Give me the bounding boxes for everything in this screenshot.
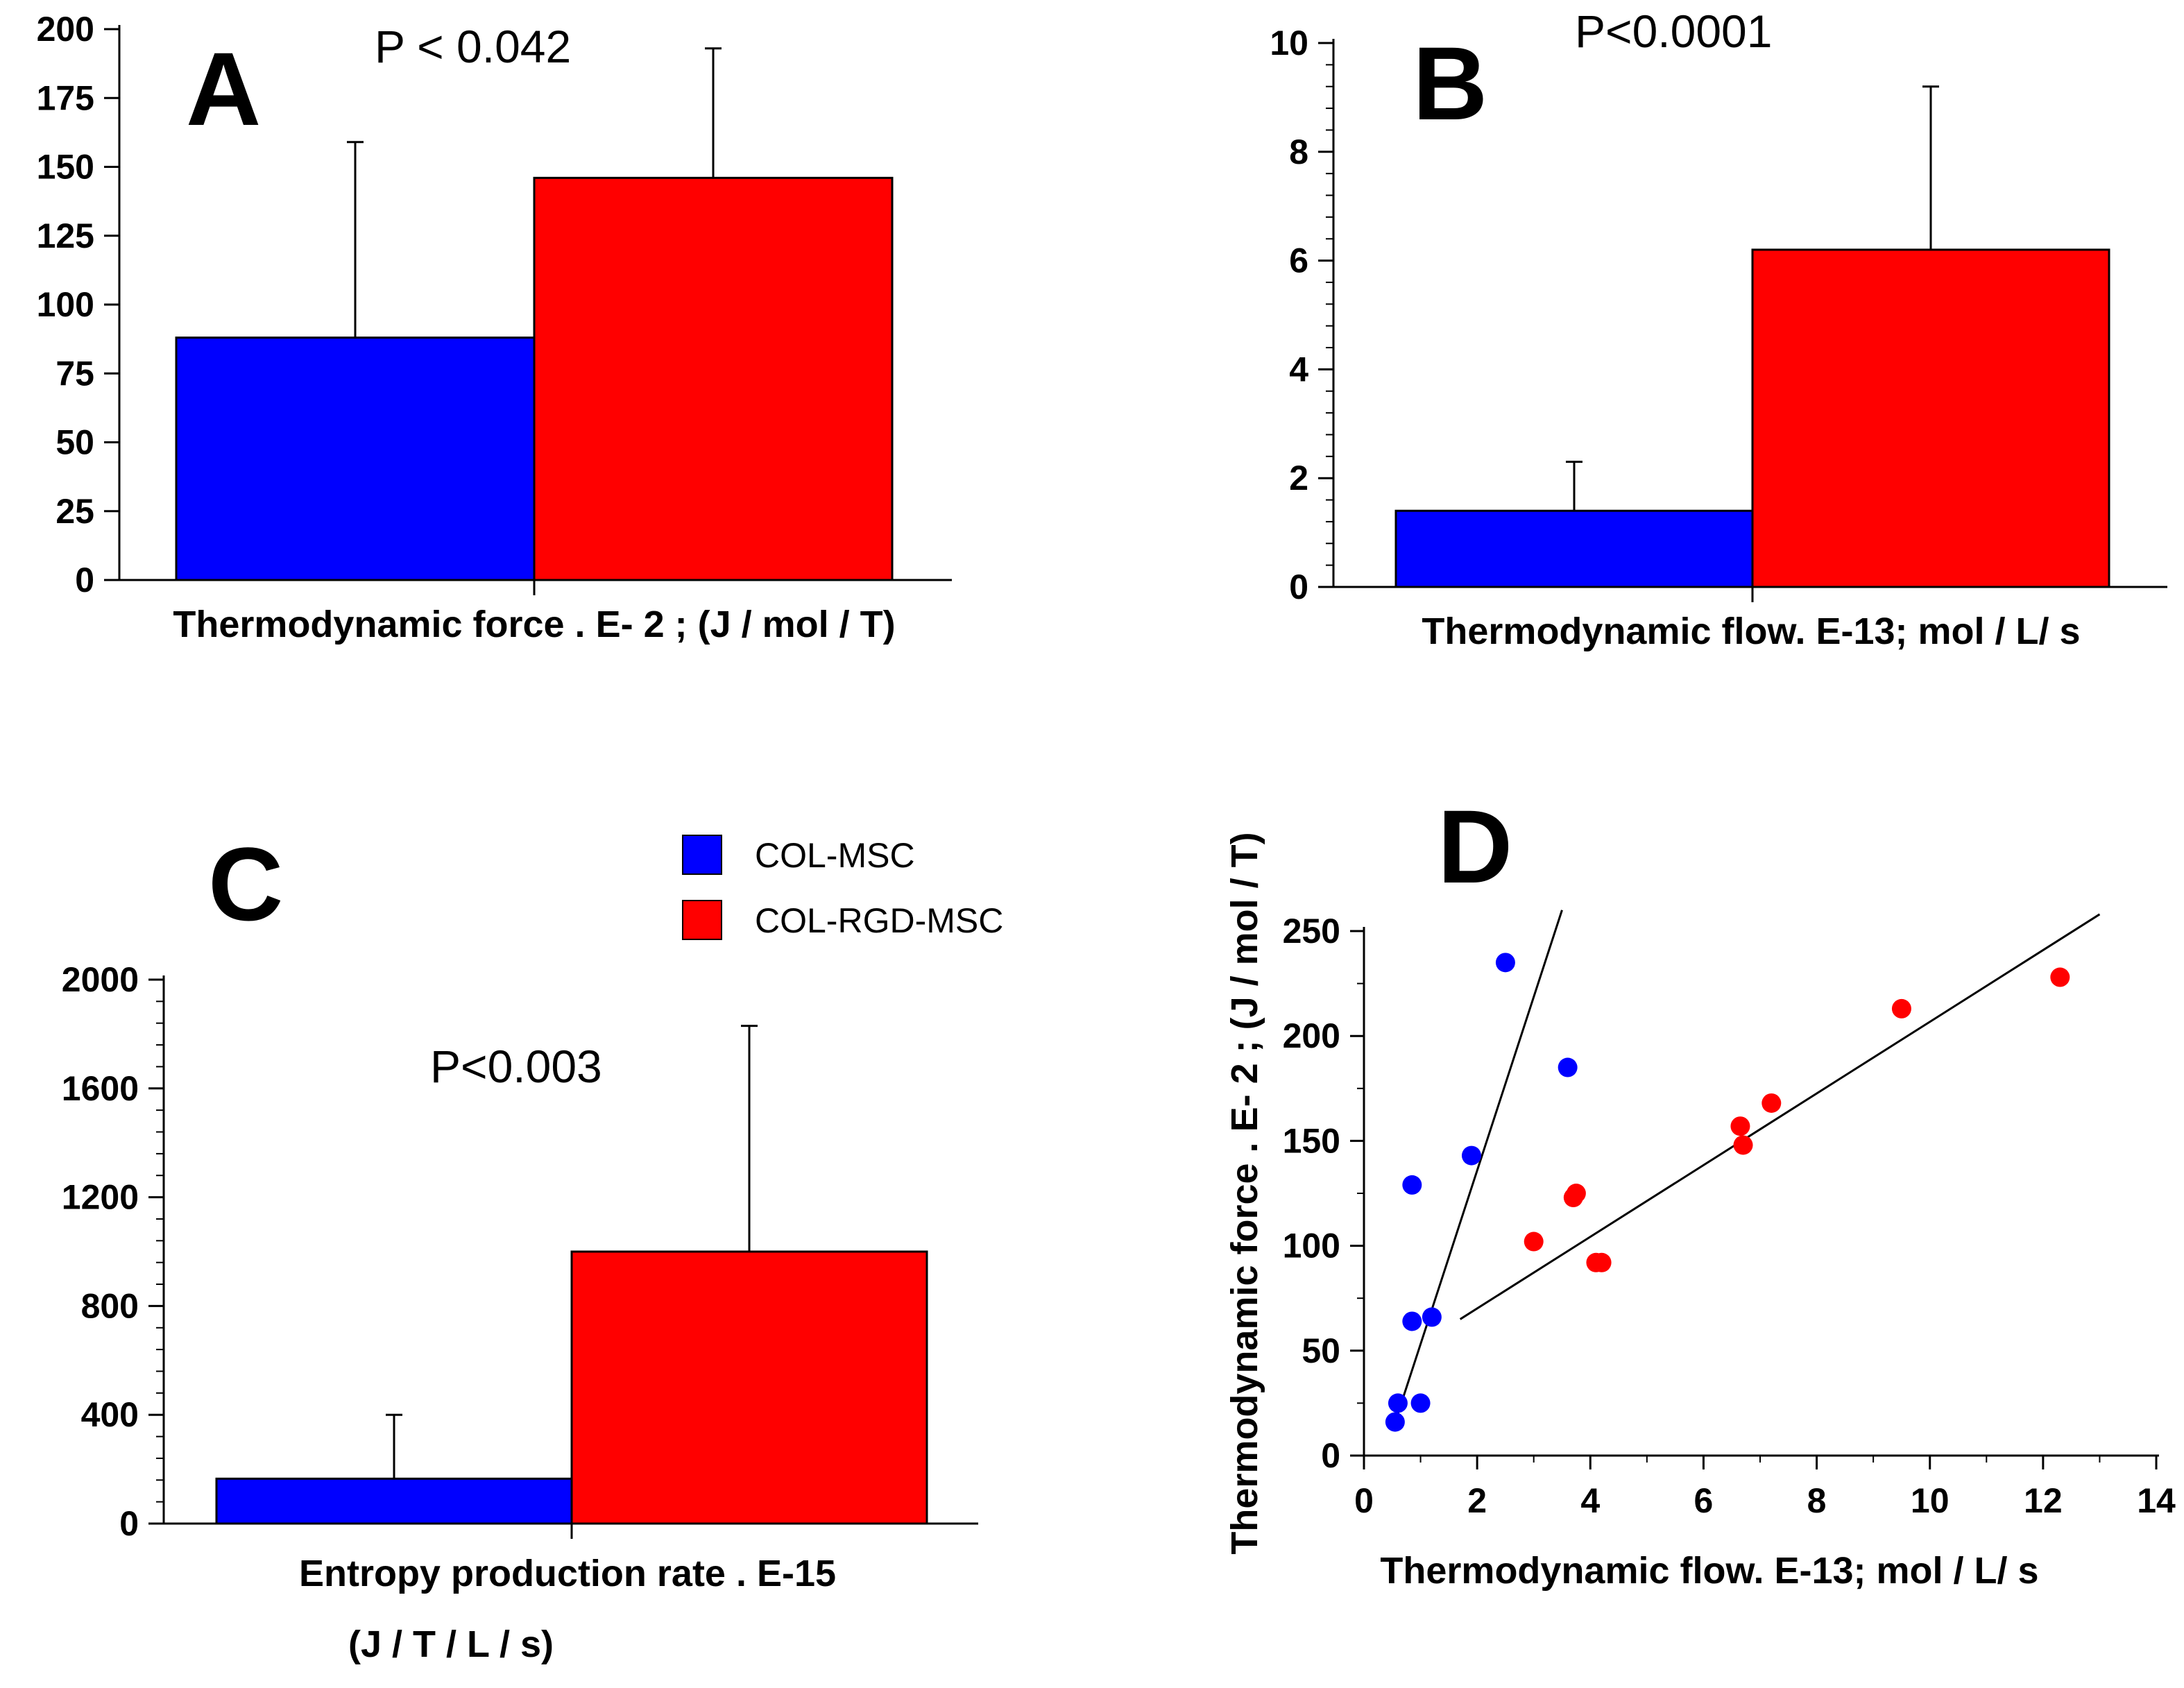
panel-b-pvalue: P<0.0001 <box>1575 6 1772 57</box>
panel-d-point-col-msc <box>1422 1307 1442 1327</box>
panel-a-y-tick-label: 200 <box>37 10 94 49</box>
panel-d-y-tick-label: 150 <box>1283 1121 1340 1160</box>
panel-d-point-col-rgd-msc <box>2050 967 2070 987</box>
panel-a-pvalue: P < 0.042 <box>375 21 571 72</box>
panel-a-y-tick-label: 150 <box>37 148 94 187</box>
panel-d-point-col-rgd-msc <box>1733 1135 1753 1155</box>
panel-d-point-col-rgd-msc <box>1891 998 1911 1018</box>
panel-b-letter: B <box>1413 25 1487 142</box>
panel-d-x-tick-label: 4 <box>1580 1481 1600 1520</box>
panel-b-y-tick-label: 10 <box>1270 24 1308 62</box>
panel-c-bar-col-rgd-msc <box>570 1250 928 1525</box>
legend-label-col-msc: COL-MSC <box>755 836 915 875</box>
panel-a-xlabel: Thermodynamic force . E- 2 ; (J / mol / … <box>173 604 895 645</box>
panel-c-y-tick-label: 800 <box>81 1286 139 1325</box>
panel-d-y-tick-label: 250 <box>1283 912 1340 950</box>
panel-d-y-tick-label: 50 <box>1302 1331 1340 1370</box>
panel-d-point-col-msc <box>1402 1311 1422 1331</box>
panel-b-bar-col-rgd-msc <box>1751 248 2110 588</box>
panel-c-bar-col-msc <box>215 1477 573 1525</box>
panel-a-letter: A <box>186 31 261 147</box>
panel-c-y-tick-label: 0 <box>119 1504 139 1543</box>
panel-a-y-tick-label: 25 <box>56 492 94 531</box>
panel-b-chart: 0 2 4 6 8 10 <box>1270 24 2167 606</box>
panel-d-x-tick-label: 2 <box>1467 1481 1487 1520</box>
legend-label-col-rgd-msc: COL-RGD-MSC <box>755 901 1003 940</box>
panel-d-point-col-rgd-msc <box>1730 1116 1750 1136</box>
panel-b-y-tick-label: 6 <box>1289 241 1308 280</box>
panel-a-y-tick-label: 50 <box>56 423 94 462</box>
panel-a-bar-col-rgd-msc <box>533 176 894 581</box>
panel-c-y-tick-label: 400 <box>81 1395 139 1434</box>
panel-d-y-tick-label: 200 <box>1283 1016 1340 1055</box>
panel-b-xlabel: Thermodynamic flow. E-13; mol / L/ s <box>1422 611 2080 652</box>
panel-d-point-col-msc <box>1558 1057 1578 1077</box>
panel-d-x-tick-label: 6 <box>1694 1481 1714 1520</box>
panel-d-point-col-msc <box>1495 953 1515 973</box>
panel-d-letter: D <box>1437 788 1512 905</box>
panel-a-y-tick-label: 0 <box>75 561 94 599</box>
legend-swatch-col-msc <box>682 835 722 875</box>
panel-a-bar-col-msc <box>175 336 536 581</box>
panel-d-y-tick-label: 100 <box>1283 1227 1340 1265</box>
panel-a-y-tick-label: 175 <box>37 78 94 117</box>
panel-c-y-tick-label: 1200 <box>62 1178 139 1217</box>
panel-d-point-col-msc <box>1402 1175 1422 1195</box>
panel-d-x-tick-label: 8 <box>1807 1481 1827 1520</box>
panel-d-point-col-rgd-msc <box>1524 1231 1544 1252</box>
panel-b-y-tick-label: 2 <box>1289 459 1308 497</box>
panel-d-point-col-msc <box>1385 1412 1405 1432</box>
panel-b-y-tick-label: 0 <box>1289 568 1308 606</box>
panel-a-y-tick-label: 75 <box>56 354 94 393</box>
panel-c-pvalue: P<0.003 <box>430 1041 602 1092</box>
panel-d-x-tick-label: 10 <box>1911 1481 1950 1520</box>
panel-a-y-tick-label: 100 <box>37 285 94 324</box>
legend-swatch-col-rgd-msc <box>682 900 722 940</box>
panel-d-point-col-msc <box>1388 1393 1408 1413</box>
panel-d-point-col-msc <box>1410 1393 1431 1413</box>
panel-d-fit-line-col-rgd-msc <box>1459 913 2101 1320</box>
panel-b-bar-col-msc <box>1394 509 1754 588</box>
panel-c-y-tick-label: 2000 <box>62 960 139 999</box>
panel-c-xlabel-units: (J / T / L / s) <box>348 1623 554 1665</box>
panel-d-point-col-rgd-msc <box>1761 1093 1782 1113</box>
panel-d-ylabel: Thermodynamic force . E- 2 ; (J / mol / … <box>1224 832 1265 1554</box>
panel-a-chart: 0 25 50 75 100 125 150 175 200 <box>37 10 952 599</box>
panel-d-xlabel: Thermodynamic flow. E-13; mol / L/ s <box>1380 1550 2038 1592</box>
panel-c-y-tick-label: 1600 <box>62 1069 139 1108</box>
panel-c-chart: 0 400 800 1200 1600 2000 <box>62 960 978 1543</box>
panel-d-x-tick-label: 12 <box>2024 1481 2063 1520</box>
panel-d-chart: 0 2 4 6 8 10 12 14 0 50 100 150 200 250 <box>1283 910 2176 1520</box>
panel-d-x-tick-label: 14 <box>2137 1481 2176 1520</box>
panel-d-x-tick-label: 0 <box>1354 1481 1374 1520</box>
panel-d-y-tick-label: 0 <box>1321 1436 1340 1475</box>
panel-b-y-tick-label: 4 <box>1289 350 1308 389</box>
panel-d-point-col-rgd-msc <box>1592 1252 1612 1272</box>
legend: COL-MSC COL-RGD-MSC <box>682 835 1003 940</box>
panel-d-point-col-msc <box>1461 1145 1481 1166</box>
panel-d-point-col-rgd-msc <box>1566 1184 1586 1203</box>
panel-b-y-tick-label: 8 <box>1289 133 1308 171</box>
panel-c-xlabel: Entropy production rate . E-15 <box>299 1553 836 1594</box>
panel-d-fit-line-col-msc <box>1397 910 1563 1414</box>
panel-a-y-tick-label: 125 <box>37 216 94 255</box>
panel-c-letter: C <box>208 826 283 942</box>
